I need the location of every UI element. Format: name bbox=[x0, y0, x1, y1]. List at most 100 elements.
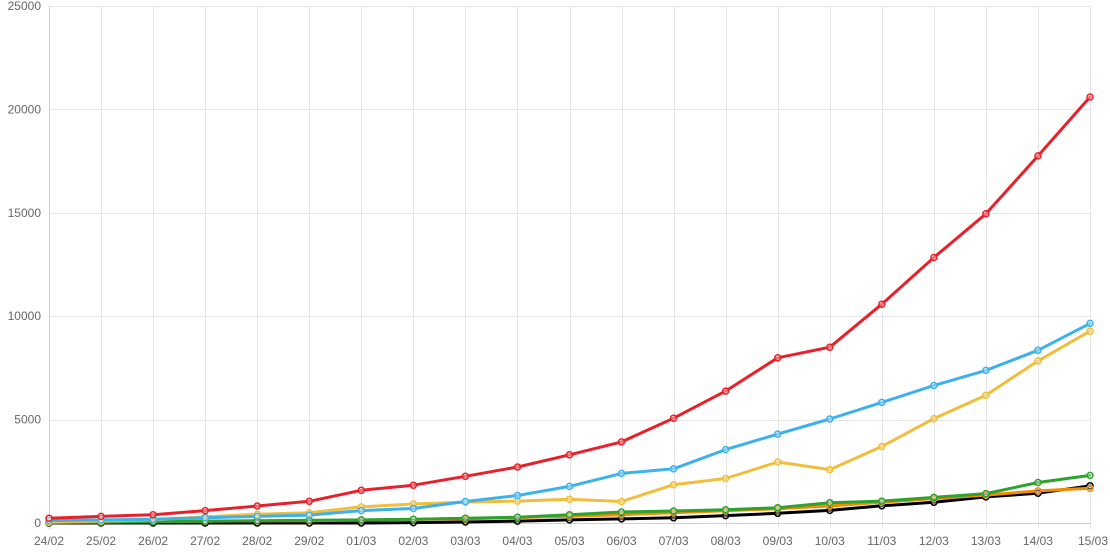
data-point[interactable] bbox=[253, 502, 261, 510]
data-point[interactable] bbox=[982, 366, 990, 375]
data-point[interactable] bbox=[982, 489, 990, 498]
data-point[interactable] bbox=[930, 253, 938, 262]
data-point[interactable] bbox=[617, 469, 626, 478]
data-point[interactable] bbox=[201, 514, 209, 522]
data-point[interactable] bbox=[565, 495, 574, 503]
y-tick-label: 10000 bbox=[8, 309, 42, 323]
data-point[interactable] bbox=[357, 516, 366, 524]
data-point[interactable] bbox=[878, 398, 886, 407]
data-point[interactable] bbox=[1034, 152, 1042, 160]
data-point[interactable] bbox=[617, 438, 626, 446]
x-tick-label: 01/03 bbox=[346, 534, 376, 548]
x-tick-label: 08/03 bbox=[711, 534, 741, 548]
x-tick-label: 29/02 bbox=[294, 534, 324, 548]
data-point[interactable] bbox=[1034, 357, 1042, 365]
data-point[interactable] bbox=[409, 481, 418, 489]
grid bbox=[49, 6, 1091, 529]
data-point[interactable] bbox=[721, 445, 730, 454]
data-point[interactable] bbox=[45, 514, 53, 522]
data-point[interactable] bbox=[357, 486, 366, 495]
data-point[interactable] bbox=[773, 458, 782, 466]
data-point[interactable] bbox=[513, 513, 522, 521]
y-tick-label: 20000 bbox=[8, 102, 42, 116]
data-point[interactable] bbox=[1034, 478, 1042, 487]
x-tick-label: 03/03 bbox=[450, 534, 480, 548]
data-point[interactable] bbox=[669, 465, 678, 473]
series-line-1 bbox=[47, 321, 1092, 522]
data-point[interactable] bbox=[826, 465, 834, 474]
y-tick-label: 5000 bbox=[14, 413, 41, 427]
data-point[interactable] bbox=[1034, 346, 1042, 355]
data-point[interactable] bbox=[565, 482, 574, 491]
data-point[interactable] bbox=[513, 463, 522, 471]
data-point[interactable] bbox=[1086, 327, 1094, 335]
data-point[interactable] bbox=[773, 503, 782, 512]
data-point[interactable] bbox=[826, 415, 834, 423]
series-points bbox=[45, 93, 1094, 527]
y-axis-ticks: 0 5000 10000 15000 20000 25000 bbox=[8, 0, 42, 530]
data-point[interactable] bbox=[357, 506, 366, 515]
data-point[interactable] bbox=[826, 498, 834, 507]
data-point[interactable] bbox=[1086, 319, 1094, 328]
data-point[interactable] bbox=[201, 506, 209, 515]
x-tick-label: 05/03 bbox=[554, 534, 584, 548]
data-point[interactable] bbox=[1086, 471, 1094, 480]
data-point[interactable] bbox=[773, 430, 782, 438]
data-point[interactable] bbox=[305, 497, 314, 506]
data-point[interactable] bbox=[721, 506, 730, 514]
x-tick-label: 24/02 bbox=[34, 534, 64, 548]
data-point[interactable] bbox=[305, 516, 314, 525]
x-axis-ticks: 24/02 25/02 26/02 27/02 28/02 29/02 01/03 02/03… bbox=[34, 534, 1108, 548]
y-tick-label: 0 bbox=[34, 516, 41, 530]
data-point[interactable] bbox=[669, 480, 678, 489]
x-tick-label: 11/03 bbox=[867, 534, 896, 548]
x-tick-label: 07/03 bbox=[659, 534, 689, 548]
x-tick-label: 13/03 bbox=[971, 534, 1001, 548]
data-point[interactable] bbox=[878, 442, 886, 451]
data-point[interactable] bbox=[461, 514, 470, 522]
data-point[interactable] bbox=[773, 354, 782, 362]
data-point[interactable] bbox=[305, 511, 314, 519]
x-tick-label: 27/02 bbox=[190, 534, 220, 548]
data-point[interactable] bbox=[565, 451, 574, 459]
data-point[interactable] bbox=[669, 514, 678, 522]
data-point[interactable] bbox=[878, 497, 886, 505]
data-point[interactable] bbox=[1086, 93, 1094, 101]
data-point[interactable] bbox=[878, 300, 886, 308]
data-point[interactable] bbox=[669, 414, 678, 422]
data-point[interactable] bbox=[930, 414, 938, 423]
y-tick-label: 25000 bbox=[8, 0, 42, 13]
y-tick-label: 15000 bbox=[8, 206, 42, 220]
data-point[interactable] bbox=[253, 512, 261, 521]
x-tick-label: 04/03 bbox=[502, 534, 532, 548]
x-tick-label: 15/03 bbox=[1078, 534, 1108, 548]
data-point[interactable] bbox=[513, 491, 522, 500]
data-point[interactable] bbox=[461, 497, 470, 506]
data-point[interactable] bbox=[982, 391, 990, 399]
data-point[interactable] bbox=[409, 504, 418, 513]
data-point[interactable] bbox=[97, 512, 105, 521]
data-point[interactable] bbox=[617, 497, 626, 506]
data-point[interactable] bbox=[1086, 484, 1094, 493]
x-tick-label: 28/02 bbox=[242, 534, 272, 548]
data-point[interactable] bbox=[721, 474, 730, 483]
x-tick-label: 09/03 bbox=[763, 534, 793, 548]
data-point[interactable] bbox=[461, 472, 470, 481]
data-point[interactable] bbox=[617, 508, 626, 516]
data-point[interactable] bbox=[982, 210, 990, 218]
data-point[interactable] bbox=[669, 507, 678, 515]
x-tick-label: 14/03 bbox=[1023, 534, 1053, 548]
data-point[interactable] bbox=[721, 387, 730, 395]
data-point[interactable] bbox=[930, 493, 938, 502]
data-point[interactable] bbox=[149, 510, 157, 519]
series-line-0 bbox=[47, 95, 1092, 520]
data-point[interactable] bbox=[409, 515, 418, 524]
data-point[interactable] bbox=[1034, 487, 1042, 495]
data-point[interactable] bbox=[826, 343, 834, 351]
data-point[interactable] bbox=[565, 510, 574, 519]
x-tick-label: 12/03 bbox=[919, 534, 949, 548]
data-point[interactable] bbox=[930, 381, 938, 390]
x-tick-label: 02/03 bbox=[398, 534, 428, 548]
